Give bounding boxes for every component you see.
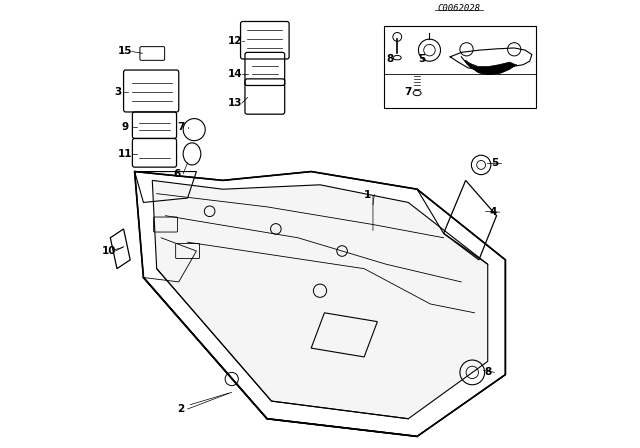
Text: 6: 6 (173, 169, 180, 179)
Text: 14: 14 (228, 69, 243, 78)
Polygon shape (152, 181, 488, 419)
Text: 5: 5 (418, 54, 425, 64)
Text: C0062028: C0062028 (438, 4, 481, 13)
Polygon shape (465, 60, 516, 74)
Text: 8: 8 (386, 54, 394, 64)
Text: 4: 4 (490, 207, 497, 217)
Bar (384, 26, 536, 108)
Text: 7: 7 (404, 87, 412, 97)
Text: 2: 2 (177, 404, 184, 414)
Text: 11: 11 (118, 149, 132, 159)
Text: 3: 3 (114, 87, 122, 97)
Text: 9: 9 (122, 122, 129, 133)
Text: 1: 1 (364, 190, 371, 199)
Text: 15: 15 (118, 47, 132, 56)
Text: 13: 13 (228, 98, 243, 108)
Text: 10: 10 (102, 246, 116, 256)
Text: 8: 8 (484, 367, 492, 377)
Text: 12: 12 (228, 36, 243, 46)
Text: 7: 7 (177, 122, 185, 133)
Text: 5: 5 (491, 158, 498, 168)
